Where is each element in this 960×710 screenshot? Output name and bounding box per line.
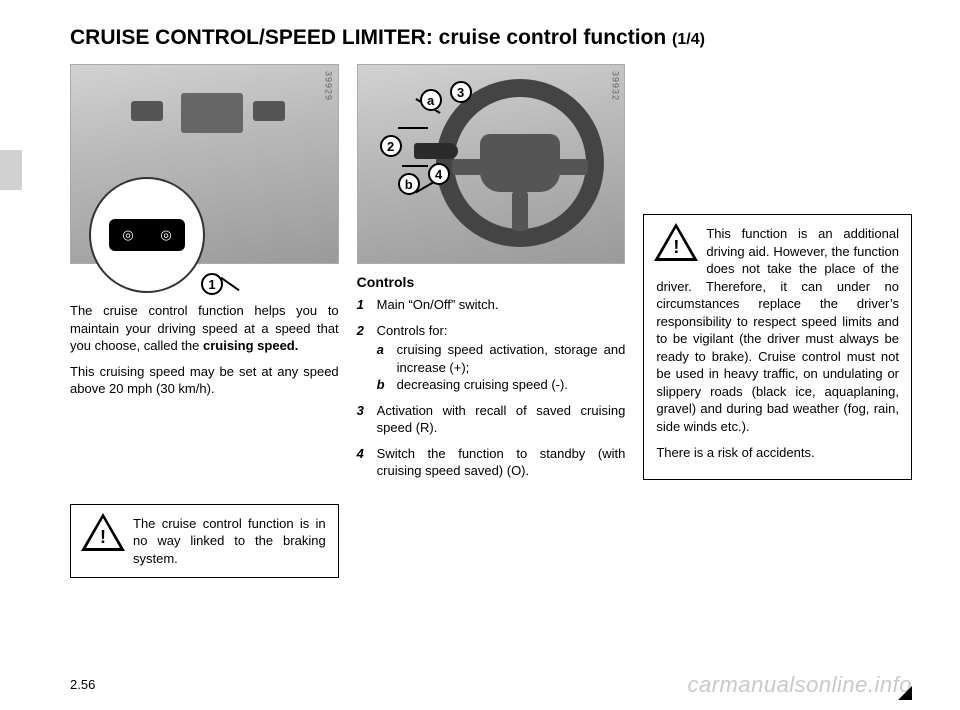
control-stalk-shape (414, 143, 458, 159)
control-subitem-a: a cruising speed activation, storage and… (377, 341, 626, 376)
intro-text-1b: cruising speed. (203, 338, 298, 353)
rocker-icon-left: ◎ (122, 227, 133, 243)
leader-2 (398, 127, 428, 129)
controls-list: 1 Main “On/Off” switch. 2 Controls for: … (357, 296, 626, 480)
control-num-2: 2 (357, 322, 364, 340)
control-sub-b-text: decreasing cruising speed (-). (397, 377, 568, 392)
callout-1-leader (220, 277, 239, 291)
warning-icon: ! (81, 513, 125, 553)
control-text-3: Activation with recall of saved cruising… (377, 403, 626, 436)
section-tab (0, 150, 22, 190)
column-1: 39929 ◎ ◎ 1 The cruise control function … (70, 64, 339, 578)
intro-block: The cruise control function helps you to… (70, 302, 339, 398)
control-item-1: 1 Main “On/Off” switch. (357, 296, 626, 314)
figure-steering-wheel: 39932 2 3 4 a b (357, 64, 626, 264)
warning-main-p2: There is a risk of accidents. (656, 444, 899, 462)
warning-icon: ! (654, 223, 698, 263)
intro-paragraph-1: The cruise control function helps you to… (70, 302, 339, 355)
callout-3: 3 (450, 81, 472, 103)
callout-1: 1 (201, 273, 223, 295)
figure-dashboard: 39929 ◎ ◎ 1 (70, 64, 339, 264)
control-item-2: 2 Controls for: a cruising speed activat… (357, 322, 626, 394)
cruise-switch-inset: ◎ ◎ (89, 177, 205, 293)
page-corner-fold (898, 686, 912, 700)
dashboard-screen-shape (181, 93, 243, 133)
dashboard-vent-shape (253, 101, 285, 121)
figure-ref-1: 39929 (324, 71, 334, 101)
control-sub-a-text: cruising speed activation, storage and i… (397, 342, 626, 375)
control-text-4: Switch the function to standby (with cru… (377, 446, 626, 479)
cruise-rocker-switch: ◎ ◎ (109, 219, 185, 251)
page-number: 2.56 (70, 677, 95, 692)
steering-wheel-shape (436, 79, 604, 247)
control-text-2: Controls for: (377, 323, 448, 338)
control-item-3: 3 Activation with recall of saved cruisi… (357, 402, 626, 437)
control-num-4: 4 (357, 445, 364, 463)
column-2: 39932 2 3 4 a b Controls 1 (357, 64, 626, 578)
watermark: carmanualsonline.info (687, 672, 912, 698)
callout-a: a (420, 89, 442, 111)
controls-heading: Controls (357, 274, 626, 290)
warning-braking-text: The cruise control function is in no way… (133, 516, 326, 566)
column-3: ! This function is an additional driving… (643, 64, 912, 578)
control-text-1: Main “On/Off” switch. (377, 297, 499, 312)
control-num-3: 3 (357, 402, 364, 420)
title-pagepart: (1/4) (672, 31, 705, 48)
control-sublist: a cruising speed activation, storage and… (377, 341, 626, 394)
warning-box-braking: ! The cruise control function is in no w… (70, 504, 339, 579)
control-subitem-b: b decreasing cruising speed (-). (377, 376, 626, 394)
control-sub-a-letter: a (377, 341, 384, 359)
page-title: CRUISE CONTROL/SPEED LIMITER: cruise con… (70, 26, 912, 50)
rocker-icon-right: ◎ (160, 227, 171, 243)
leader-4 (402, 165, 428, 167)
figure-ref-2: 39932 (610, 71, 620, 101)
content-columns: 39929 ◎ ◎ 1 The cruise control function … (70, 64, 912, 578)
callout-b: b (398, 173, 420, 195)
intro-paragraph-2: This cruising speed may be set at any sp… (70, 363, 339, 398)
dashboard-vent-shape (131, 101, 163, 121)
control-num-1: 1 (357, 296, 364, 314)
control-item-4: 4 Switch the function to standby (with c… (357, 445, 626, 480)
callout-2: 2 (380, 135, 402, 157)
title-main: CRUISE CONTROL/SPEED LIMITER: cruise con… (70, 26, 672, 49)
control-sub-b-letter: b (377, 376, 385, 394)
callout-4: 4 (428, 163, 450, 185)
warning-box-main: ! This function is an additional driving… (643, 214, 912, 480)
